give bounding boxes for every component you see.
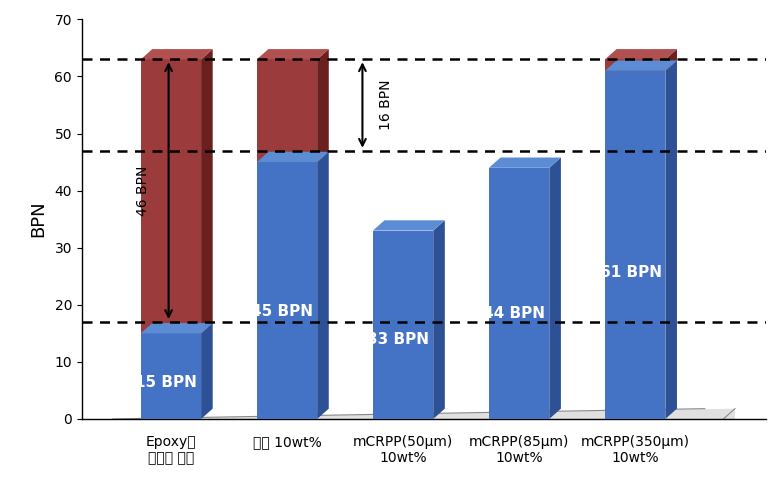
Polygon shape [489,158,561,168]
Bar [140,59,201,333]
Bar [489,168,549,419]
Polygon shape [317,152,329,419]
Text: 44 BPN: 44 BPN [484,306,545,321]
Polygon shape [549,158,561,419]
Polygon shape [373,220,445,230]
Polygon shape [140,49,213,59]
Polygon shape [433,220,445,419]
Bar [140,333,201,419]
Text: 46 BPN: 46 BPN [136,165,150,216]
Polygon shape [317,49,329,162]
Text: 33 BPN: 33 BPN [367,332,430,347]
Text: 61 BPN: 61 BPN [600,265,661,280]
Polygon shape [201,49,213,333]
Bar [373,230,433,419]
Y-axis label: BPN: BPN [30,201,48,238]
Bar [257,162,317,419]
Polygon shape [201,323,213,419]
Polygon shape [257,49,329,59]
Polygon shape [140,323,213,333]
Text: 15 BPN: 15 BPN [136,376,197,390]
Polygon shape [665,60,677,419]
Polygon shape [113,409,735,419]
Polygon shape [605,60,677,71]
Polygon shape [257,152,329,162]
Bar [257,59,317,162]
Bar [605,59,665,71]
Bar [605,71,665,419]
Text: 16 BPN: 16 BPN [378,80,392,130]
Polygon shape [665,49,677,71]
Text: 45 BPN: 45 BPN [251,304,314,319]
Polygon shape [605,49,677,59]
